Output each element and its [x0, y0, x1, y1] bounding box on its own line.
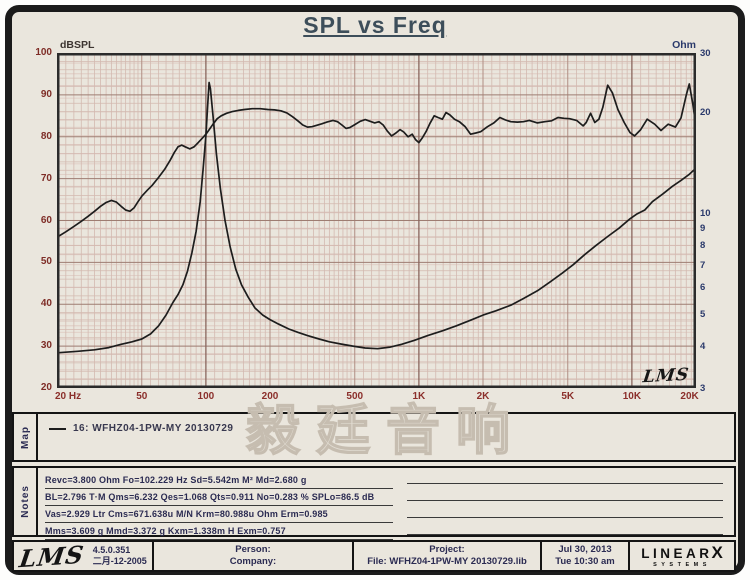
map-section: Map 16: WFHZ04-1PW-MY 20130729: [12, 412, 736, 462]
x-axis-tick-label: 2K: [476, 391, 490, 402]
notes-section: Notes Revc=3.800 Ohm Fo=102.229 Hz Sd=5.…: [12, 466, 736, 540]
spl-vs-freq-plot: LMS: [57, 53, 696, 388]
y-right-tick-label: 5: [700, 308, 706, 320]
left-axis-tick-labels: 100 90 80 70 60 50 40 30 20: [28, 47, 54, 393]
footer-person-cell: Person: Company:: [154, 542, 354, 570]
footer-version-cell: LMS 4.5.0.351 二月-12-2005: [14, 542, 154, 570]
x-axis-tick-label: 100: [197, 391, 215, 402]
report-date: Jul 30, 2013: [558, 544, 612, 555]
project-label: Project:: [429, 544, 465, 555]
notes-line: BL=2.796 T·M Qms=6.232 Qes=1.068 Qts=0.9…: [45, 487, 723, 506]
y-right-tick-label: 7: [700, 259, 706, 271]
legend-item: 16: WFHZ04-1PW-MY 20130729: [49, 423, 233, 434]
y-right-tick-label: 8: [700, 240, 706, 252]
plot-canvas: [57, 53, 696, 388]
x-axis-tick-label: 20 Hz: [55, 391, 82, 402]
y-right-tick-label: 9: [700, 223, 706, 235]
y-right-tick-label: 20: [700, 106, 711, 118]
y-right-tick-label: 4: [700, 341, 706, 353]
lms-footer-logo: LMS: [17, 542, 87, 570]
y-left-tick-label: 20: [40, 382, 52, 393]
lms-plot-logo: LMS: [641, 364, 691, 388]
notes-rule: [407, 483, 723, 484]
notes-line-text: Vas=2.929 Ltr Cms=671.638u M/N Krm=80.98…: [45, 509, 393, 523]
project-file: File: WFHZ04-1PW-MY 20130729.lib: [367, 556, 527, 567]
x-axis-tick-label: 1K: [412, 391, 426, 402]
y-left-tick-label: 50: [40, 256, 52, 268]
map-content: 16: WFHZ04-1PW-MY 20130729: [38, 414, 734, 460]
company-label: Company:: [229, 556, 277, 567]
y-left-tick-label: 40: [40, 298, 52, 310]
linearx-logo-systems: SYSTEMS: [653, 561, 711, 568]
x-axis-tick-label: 50: [136, 391, 148, 402]
notes-label: Notes: [19, 485, 31, 518]
linearx-logo: LINEAR X SYSTEMS: [641, 544, 723, 568]
left-axis-caption: dBSPL: [60, 39, 95, 51]
notes-rule: [407, 517, 723, 518]
version-number: 4.5.0.351: [92, 544, 131, 555]
x-axis-tick-label: 20K: [680, 391, 699, 402]
y-right-tick-label: 3: [700, 383, 706, 394]
version-date: 二月-12-2005: [92, 556, 147, 566]
footer-bar: LMS 4.5.0.351 二月-12-2005 Person: Company…: [12, 540, 736, 572]
y-left-tick-label: 80: [40, 130, 52, 142]
x-axis-tick-label: 200: [261, 391, 279, 402]
notes-rule: [407, 534, 723, 535]
notes-section-header: Notes: [14, 468, 38, 535]
person-label: Person:: [235, 544, 271, 555]
y-left-tick-label: 30: [40, 340, 52, 352]
y-left-tick-label: 70: [40, 172, 52, 184]
page-title: SPL vs Freq: [303, 12, 447, 38]
y-left-tick-label: 90: [40, 88, 52, 100]
linearx-logo-linear: LINEAR: [641, 546, 713, 561]
notes-line-text: Mms=3.609 g Mmd=3.372 g Kxm=1.338m H Exm…: [45, 526, 393, 540]
x-axis-tick-label: 10K: [622, 391, 642, 402]
right-axis-tick-labels: 30 20 10 9 8 7 6 5 4 3: [700, 48, 730, 394]
linearx-logo-x: X: [711, 543, 723, 562]
x-axis-tick-label: 5K: [561, 391, 575, 402]
x-axis-tick-labels: 20 Hz 50 100 200 500 1K 2K 5K 10K 20K: [55, 391, 699, 405]
notes-line-text: Revc=3.800 Ohm Fo=102.229 Hz Sd=5.542m M…: [45, 475, 393, 489]
map-section-header: Map: [14, 414, 38, 460]
notes-rule: [407, 500, 723, 501]
notes-line: Revc=3.800 Ohm Fo=102.229 Hz Sd=5.542m M…: [45, 470, 723, 489]
legend-label: 16: WFHZ04-1PW-MY 20130729: [73, 423, 234, 434]
y-right-tick-label: 10: [700, 207, 711, 219]
footer-brand-cell: LINEAR X SYSTEMS: [630, 542, 734, 570]
y-left-tick-label: 60: [40, 214, 52, 226]
notes-line-text: BL=2.796 T·M Qms=6.232 Qes=1.068 Qts=0.9…: [45, 492, 393, 506]
notes-line: Vas=2.929 Ltr Cms=671.638u M/N Krm=80.98…: [45, 504, 723, 523]
legend-line-swatch: [49, 427, 66, 430]
map-label: Map: [19, 425, 31, 449]
y-left-tick-label: 100: [35, 47, 52, 58]
right-axis-caption: Ohm: [672, 39, 696, 51]
x-axis-tick-label: 500: [346, 391, 364, 402]
report-time: Tue 10:30 am: [555, 556, 615, 567]
version-block: 4.5.0.351 二月-12-2005: [93, 545, 147, 568]
footer-project-cell: Project: File: WFHZ04-1PW-MY 20130729.li…: [354, 542, 542, 570]
footer-date-cell: Jul 30, 2013 Tue 10:30 am: [542, 542, 630, 570]
notes-line: Mms=3.609 g Mmd=3.372 g Kxm=1.338m H Exm…: [45, 521, 723, 540]
notes-content: Revc=3.800 Ohm Fo=102.229 Hz Sd=5.542m M…: [38, 468, 734, 540]
y-right-tick-label: 30: [700, 48, 711, 59]
y-right-tick-label: 6: [700, 282, 706, 294]
